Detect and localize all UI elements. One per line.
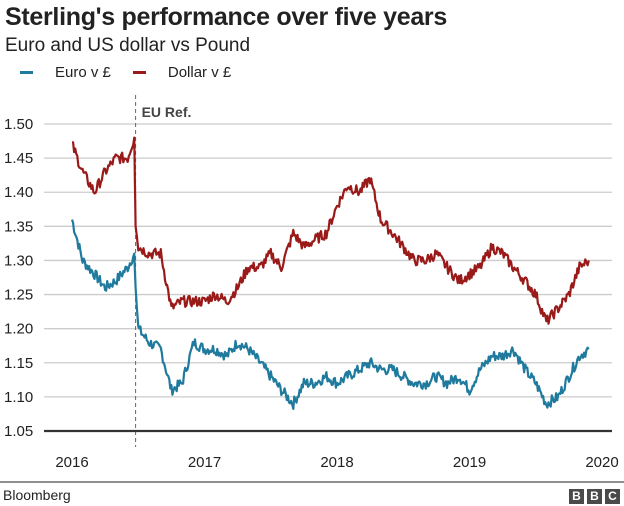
- legend-swatch-euro: [20, 70, 33, 74]
- y-tick-label: 1.15: [4, 355, 33, 372]
- bbc-logo-letter: B: [587, 489, 602, 504]
- x-axis-ticks: 2016 2017 2018 2019 2020: [55, 454, 618, 471]
- y-tick-label: 1.40: [4, 184, 33, 201]
- legend-swatch-dollar: [132, 70, 146, 74]
- chart-title: Sterling's performance over five years: [5, 3, 447, 31]
- x-tick-label: 2020: [585, 454, 618, 471]
- y-tick-label: 1.20: [4, 321, 33, 338]
- legend-label-dollar: Dollar v £: [167, 63, 232, 81]
- footer-divider: [0, 481, 624, 483]
- y-tick-label: 1.10: [4, 389, 33, 406]
- source-label: Bloomberg: [3, 487, 71, 503]
- bbc-logo: B B C: [566, 489, 620, 504]
- y-tick-label: 1.50: [4, 116, 33, 133]
- series-lines: [70, 136, 590, 410]
- legend: Euro v £ Dollar v £: [20, 61, 253, 83]
- y-tick-label: 1.45: [4, 150, 33, 167]
- chart-subtitle: Euro and US dollar vs Pound: [5, 35, 251, 56]
- y-tick-label: 1.35: [4, 218, 33, 235]
- y-tick-label: 1.05: [4, 423, 33, 440]
- x-tick-label: 2019: [453, 454, 486, 471]
- gridlines: [44, 123, 612, 398]
- bbc-logo-letter: B: [569, 489, 584, 504]
- legend-item-dollar: Dollar v £: [132, 63, 232, 81]
- chart-area: 1.05 1.10 1.15 1.20 1.25 1.30 1.35 1.40 1.45 1.50…: [4, 95, 619, 471]
- legend-item-euro: Euro v £: [20, 64, 111, 81]
- legend-label-euro: Euro v £: [55, 63, 111, 81]
- x-tick-label: 2018: [320, 454, 353, 471]
- euro-series-line: [70, 219, 590, 410]
- bbc-logo-letter: C: [605, 489, 620, 504]
- eu-ref-label: EU Ref.: [142, 104, 192, 120]
- y-tick-label: 1.30: [4, 252, 33, 269]
- x-tick-label: 2017: [188, 454, 221, 471]
- dollar-series-line: [71, 136, 590, 325]
- y-axis-ticks: 1.05 1.10 1.15 1.20 1.25 1.30 1.35 1.40 1.45 1.50: [4, 116, 33, 440]
- x-tick-label: 2016: [55, 454, 88, 471]
- y-tick-label: 1.25: [4, 287, 33, 304]
